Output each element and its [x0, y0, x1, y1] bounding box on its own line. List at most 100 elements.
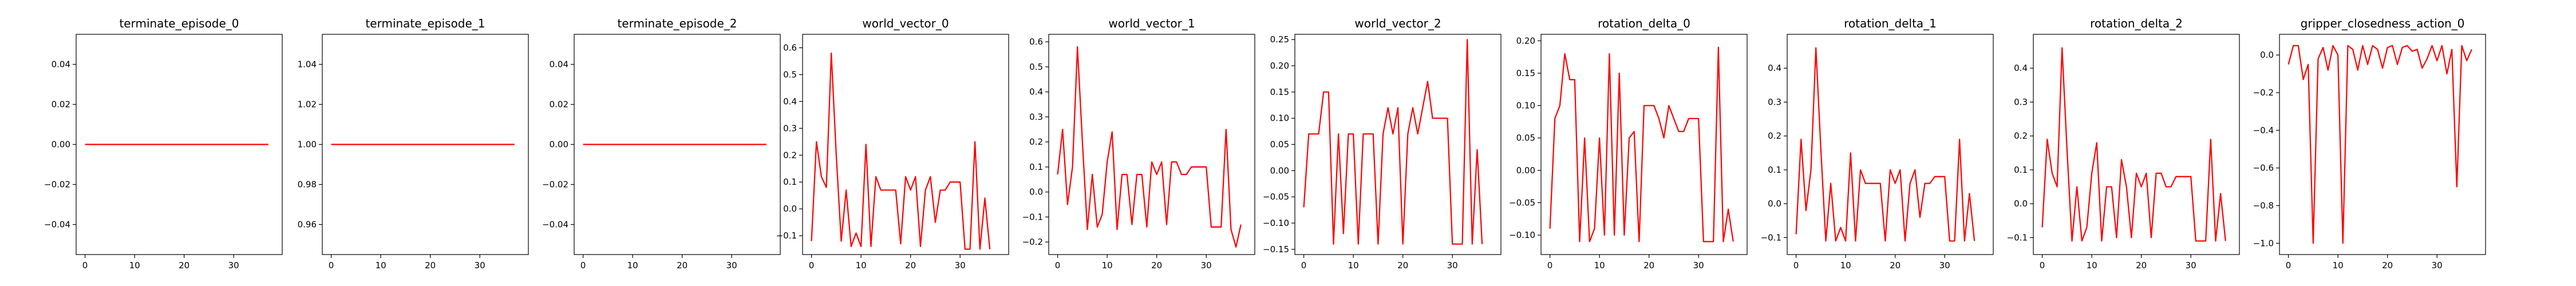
- subplot-terminate_episode_1: terminate_episode_1 0 10 20 30 0.96 0.98 1.00 1.…: [298, 17, 529, 271]
- subplot-title: world_vector_2: [1354, 17, 1441, 30]
- series-line: [811, 52, 991, 250]
- x-tick-label: 0: [2286, 260, 2291, 271]
- y-tick-label: 0.3: [2014, 97, 2028, 107]
- x-tick-label: 20: [677, 260, 688, 271]
- axes-frame: [802, 34, 1009, 255]
- y-tick-label: −0.05: [1263, 192, 1289, 202]
- y-tick-label: −0.1: [1022, 212, 1043, 222]
- x-tick-label: 20: [1397, 260, 1408, 271]
- y-tick-label: −0.4: [2253, 125, 2274, 136]
- y-tick-label: 0.00: [1270, 165, 1289, 176]
- subplot-title: gripper_closedness_action_0: [2301, 17, 2465, 30]
- y-tick-label: 0.4: [783, 96, 797, 106]
- y-tick-label: 1.02: [298, 100, 317, 110]
- y-tick-label: 0.15: [1270, 87, 1289, 97]
- axes-frame: [1048, 34, 1255, 255]
- axes-frame: [322, 34, 529, 255]
- axes-frame: [1294, 34, 1502, 255]
- x-tick-label: 20: [1151, 260, 1162, 271]
- y-tick-label: 0.04: [550, 59, 568, 70]
- x-tick-label: 0: [809, 260, 815, 271]
- subplot-title: terminate_episode_1: [365, 17, 485, 30]
- subplot-title: rotation_delta_0: [1598, 17, 1690, 30]
- y-tick-label: 1.04: [298, 59, 317, 70]
- y-tick-label: 0.2: [2014, 131, 2028, 141]
- y-tick-label: 1.00: [298, 140, 317, 150]
- x-tick-label: 0: [82, 260, 88, 271]
- y-tick-label: −0.05: [1509, 197, 1535, 208]
- y-tick-label: 0.1: [783, 177, 797, 187]
- x-tick-label: 30: [1201, 260, 1212, 271]
- x-tick-label: 20: [425, 260, 436, 271]
- y-tick-label: 0.20: [1270, 61, 1289, 71]
- subplot-gripper_closedness_action_0: gripper_closedness_action_0 0 10 20 30 −1.0 −0…: [2253, 17, 2486, 271]
- y-tick-label: −1.0: [2253, 238, 2274, 248]
- y-tick-label: 0.25: [1270, 34, 1289, 45]
- y-tick-label: −0.02: [44, 180, 70, 190]
- y-tick-label: 0.2: [1768, 131, 1781, 141]
- y-tick-label: 0.4: [1768, 63, 1781, 73]
- x-tick-label: 30: [726, 260, 737, 271]
- subplot-rotation_delta_1: rotation_delta_1 0 10 20 30 −0.1 0.0 0.1 0.2 0.3 0…: [1761, 17, 1994, 271]
- series-line: [2041, 47, 2226, 242]
- subplot-terminate_episode_2: terminate_episode_2 0 10 20 30 −0.04 −0.02 0.00…: [542, 17, 781, 271]
- x-tick-label: 0: [2040, 260, 2045, 271]
- x-tick-label: 0: [329, 260, 334, 271]
- y-tick-label: 0.0: [2260, 50, 2274, 60]
- x-tick-label: 10: [627, 260, 638, 271]
- y-tick-label: 0.05: [1516, 133, 1535, 143]
- y-tick-label: 0.04: [52, 59, 70, 70]
- y-tick-label: 0.1: [1029, 162, 1043, 172]
- y-tick-label: −0.1: [1761, 232, 1781, 243]
- x-tick-label: 0: [1793, 260, 1799, 271]
- subplot-title: terminate_episode_2: [617, 17, 737, 30]
- y-tick-label: 0.4: [1029, 87, 1043, 97]
- y-tick-label: −0.8: [2253, 200, 2274, 210]
- x-tick-label: 30: [475, 260, 485, 271]
- y-tick-label: 0.0: [1768, 198, 1781, 209]
- y-tick-label: −0.10: [1509, 230, 1535, 240]
- x-tick-label: 20: [1890, 260, 1901, 271]
- y-tick-label: 0.1: [1768, 165, 1781, 175]
- x-tick-label: 30: [1693, 260, 1704, 271]
- series-line: [1057, 46, 1242, 248]
- y-tick-label: 0.6: [783, 42, 797, 53]
- y-tick-label: 0.5: [783, 69, 797, 80]
- x-tick-label: 20: [179, 260, 189, 271]
- y-tick-label: 0.0: [783, 204, 797, 214]
- y-tick-label: 0.2: [783, 150, 797, 160]
- y-tick-label: 0.00: [1516, 165, 1535, 176]
- x-tick-label: 10: [1594, 260, 1605, 271]
- x-tick-label: 0: [580, 260, 586, 271]
- y-tick-label: −0.2: [1022, 237, 1043, 247]
- subplot-terminate_episode_0: terminate_episode_0 0 10 20 30 −0.04 −0.02 0.00…: [44, 17, 283, 271]
- subplot-world_vector_1: world_vector_1 0 10 20 30 −0.2 −0.1 0.0 0.1 0.2 0.…: [1022, 17, 1255, 271]
- y-tick-label: −0.6: [2253, 163, 2274, 173]
- x-tick-label: 20: [1643, 260, 1654, 271]
- axes-frame: [76, 34, 283, 255]
- y-tick-label: 0.4: [2014, 63, 2028, 73]
- y-tick-label: 0.5: [1029, 62, 1043, 72]
- y-tick-label: 0.15: [1516, 68, 1535, 78]
- y-tick-label: −0.2: [2253, 88, 2274, 98]
- x-tick-label: 10: [376, 260, 386, 271]
- y-tick-label: 0.3: [1768, 97, 1781, 107]
- x-tick-label: 0: [1301, 260, 1307, 271]
- axes-frame: [2279, 34, 2486, 255]
- x-tick-label: 30: [228, 260, 239, 271]
- axes-frame: [574, 34, 781, 255]
- y-tick-label: 0.20: [1516, 35, 1535, 46]
- x-tick-label: 30: [1939, 260, 1950, 271]
- y-tick-label: 0.2: [1029, 137, 1043, 147]
- x-tick-label: 30: [955, 260, 966, 271]
- series-line: [1303, 39, 1483, 245]
- series-line: [1795, 47, 1976, 242]
- subplot-title: rotation_delta_2: [2090, 17, 2183, 30]
- x-tick-label: 10: [2333, 260, 2344, 271]
- y-tick-label: −0.15: [1263, 244, 1289, 255]
- subplot-title: world_vector_0: [862, 17, 949, 30]
- x-tick-label: 30: [2186, 260, 2196, 271]
- axes-frame: [1540, 34, 1748, 255]
